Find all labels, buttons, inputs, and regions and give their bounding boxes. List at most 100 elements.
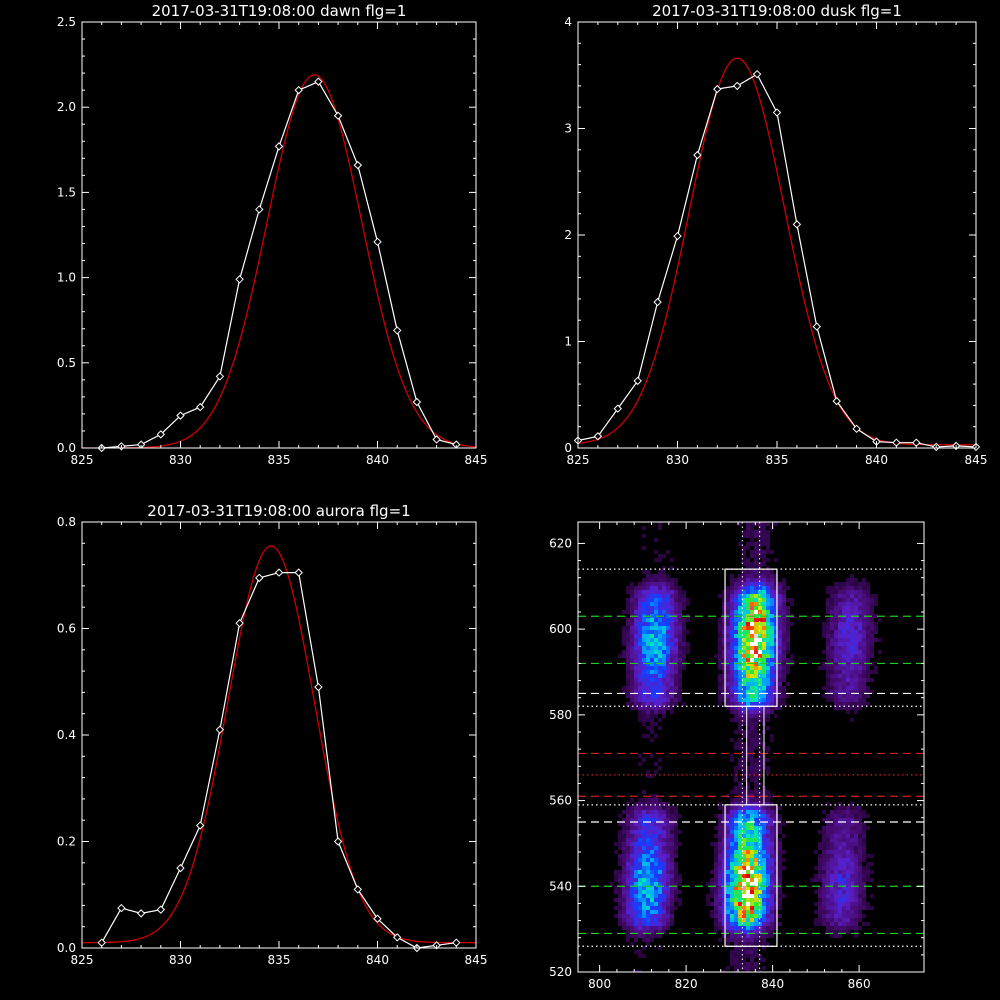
image-ytick-label: 520	[549, 965, 572, 979]
dawn-data-point	[432, 435, 441, 444]
dawn-ytick-label: 1.5	[57, 185, 76, 199]
aurora-data-point	[136, 909, 146, 918]
dawn-frame	[81, 21, 477, 449]
spectral-image	[610, 522, 882, 972]
dusk-data-point	[752, 69, 762, 79]
aurora-data-point	[353, 885, 363, 894]
dusk-data-point	[832, 396, 841, 406]
dusk-ytick-label: 3	[564, 122, 572, 136]
aurora-xtick-label: 830	[169, 953, 192, 967]
dawn-title: 2017-03-31T19:08:00 dawn flg=1	[151, 2, 407, 20]
aurora-data-line	[101, 571, 457, 948]
dusk-data-point	[772, 108, 782, 117]
aurora-xtick-label: 840	[366, 953, 389, 967]
aurora-data-point	[392, 933, 402, 942]
image-frame	[577, 521, 925, 973]
dawn-xtick-label: 840	[366, 453, 389, 467]
image-ytick-label: 620	[549, 536, 572, 550]
aurora-data-point	[176, 863, 185, 873]
dawn-data-point	[235, 275, 244, 284]
aurora-data-point	[314, 682, 323, 692]
aurora-data-point	[274, 568, 284, 577]
dawn-data-point	[195, 402, 205, 412]
dusk-xtick-label: 845	[965, 453, 988, 467]
aurora-frame	[81, 521, 477, 949]
dusk-ytick-label: 4	[564, 15, 572, 29]
dusk-data-point	[633, 376, 642, 386]
aurora-xtick-label: 825	[71, 953, 94, 967]
dawn-xtick-label: 825	[71, 453, 94, 467]
image-xtick-label: 860	[848, 977, 871, 991]
image-ytick-label: 580	[549, 708, 572, 722]
dusk-ytick-label: 2	[564, 228, 572, 242]
aurora-xtick-label: 845	[465, 953, 488, 967]
dawn-data-point	[353, 160, 363, 170]
dawn-data-line	[101, 80, 457, 448]
aurora-ytick-label: 0.0	[57, 941, 76, 955]
dusk-ytick-label: 0	[564, 441, 572, 455]
dusk-data-point	[852, 424, 861, 434]
image-ytick-label: 540	[549, 879, 572, 893]
dawn-data-point	[156, 430, 166, 439]
aurora-xtick-label: 835	[268, 953, 291, 967]
dusk-data-point	[732, 81, 742, 91]
aurora-data-point	[294, 568, 303, 577]
dawn-xtick-label: 830	[169, 453, 192, 467]
aurora-ytick-label: 0.2	[57, 835, 76, 849]
dawn-ytick-label: 2.0	[57, 100, 76, 114]
dawn-data-point	[274, 142, 284, 151]
dusk-data-point	[812, 322, 822, 331]
dawn-data-point	[314, 77, 323, 86]
aurora-ytick-label: 0.4	[57, 728, 76, 742]
image-xtick-label: 800	[588, 977, 611, 991]
dusk-data-point	[673, 231, 682, 241]
aurora-data-point	[117, 903, 126, 913]
aurora-fit-curve	[82, 545, 476, 944]
dusk-xtick-label: 835	[766, 453, 789, 467]
dawn-xtick-label: 845	[465, 453, 488, 467]
aurora-data-point	[195, 821, 205, 830]
dusk-data-point	[593, 432, 603, 441]
dusk-xtick-label: 830	[666, 453, 689, 467]
connector-box	[746, 705, 765, 806]
dawn-ytick-label: 2.5	[57, 15, 76, 29]
aurora-data-point	[255, 573, 264, 583]
aurora-data-point	[156, 905, 166, 914]
dusk-data-line	[578, 73, 976, 448]
image-ytick-label: 600	[549, 622, 572, 636]
dusk-ytick-label: 1	[564, 335, 572, 349]
image-ytick-label: 560	[549, 794, 572, 808]
dusk-data-point	[613, 404, 623, 413]
aurora-data-point	[235, 618, 244, 628]
dawn-ytick-label: 0.0	[57, 441, 76, 455]
dusk-data-point	[713, 84, 722, 94]
dusk-xtick-label: 825	[567, 453, 590, 467]
image-xtick-label: 820	[675, 977, 698, 991]
aurora-ytick-label: 0.6	[57, 622, 76, 636]
dawn-data-point	[176, 411, 185, 420]
dawn-data-point	[373, 237, 382, 247]
dawn-data-point	[255, 205, 264, 214]
image-xtick-label: 840	[761, 977, 784, 991]
dawn-data-point	[392, 326, 402, 335]
dusk-data-point	[693, 150, 702, 160]
aurora-data-point	[333, 837, 343, 846]
dawn-fit-curve	[82, 74, 476, 448]
dawn-data-point	[333, 111, 343, 120]
aurora-ytick-label: 0.8	[57, 515, 76, 529]
aurora-data-point	[215, 725, 225, 734]
dawn-data-point	[294, 85, 303, 95]
dawn-ytick-label: 1.0	[57, 271, 76, 285]
dusk-xtick-label: 840	[865, 453, 888, 467]
dawn-ytick-label: 0.5	[57, 356, 76, 370]
dusk-data-point	[792, 220, 802, 229]
dawn-xtick-label: 835	[268, 453, 291, 467]
dusk-title: 2017-03-31T19:08:00 dusk flg=1	[652, 2, 902, 20]
dawn-data-point	[215, 372, 225, 381]
dusk-fit-curve	[578, 57, 976, 446]
dusk-data-point	[653, 297, 662, 307]
aurora-title: 2017-03-31T19:08:00 aurora flg=1	[147, 502, 411, 520]
aurora-data-point	[373, 914, 382, 923]
dawn-data-point	[412, 397, 422, 407]
